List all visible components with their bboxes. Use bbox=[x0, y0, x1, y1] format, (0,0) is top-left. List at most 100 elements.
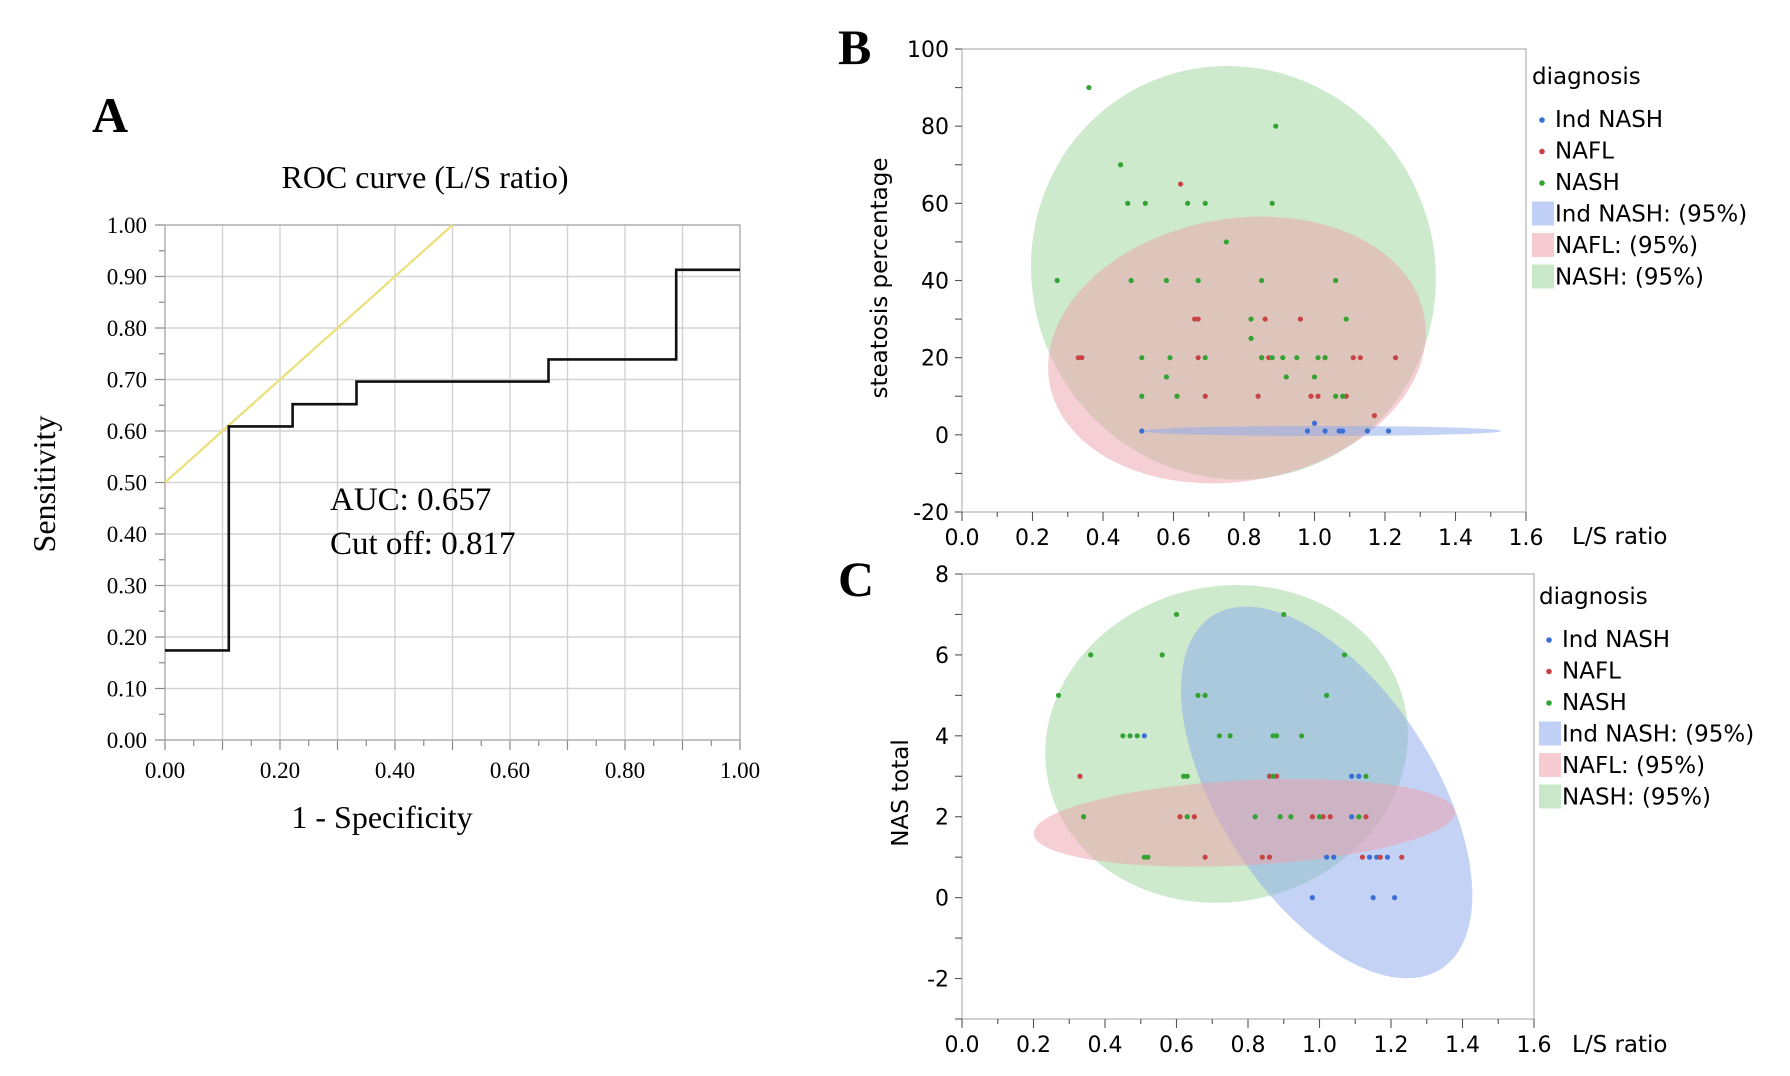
b-point-ind-nash bbox=[1364, 428, 1370, 434]
b-legend-swatch-nash bbox=[1532, 264, 1554, 289]
c-point-nash bbox=[1134, 733, 1140, 739]
panel-b-x-axis-label: L/S ratio bbox=[1572, 524, 1668, 550]
c-y-tick-label: 8 bbox=[935, 563, 949, 588]
b-point-nash bbox=[1248, 316, 1254, 322]
c-point-nafl bbox=[1274, 773, 1280, 779]
panel-c-legend-title: diagnosis bbox=[1539, 584, 1648, 610]
c-point-ind-nash bbox=[1349, 814, 1355, 820]
panel-c-x-tick-labels: 0.0 0.2 0.4 0.6 0.8 1.0 1.2 1.4 1.6 bbox=[945, 1033, 1552, 1058]
c-point-nafl bbox=[1259, 854, 1265, 860]
b-legend-label: Ind NASH: (95%) bbox=[1555, 202, 1747, 228]
panel-b-x-tick-labels: 0.0 0.2 0.4 0.6 0.8 1.0 1.2 1.4 1.6 bbox=[945, 526, 1544, 551]
b-legend-marker-nash bbox=[1539, 180, 1545, 186]
c-point-ind-nash bbox=[1370, 895, 1376, 901]
panel-c-legend: diagnosis Ind NASH NAFL NASH Ind NASH: (95%… bbox=[1539, 584, 1754, 811]
c-point-nafl bbox=[1320, 814, 1326, 820]
c-point-ind-nash bbox=[1309, 895, 1315, 901]
b-point-nash bbox=[1163, 374, 1170, 380]
c-point-nash bbox=[1281, 611, 1287, 618]
b-point-nafl bbox=[1357, 355, 1363, 361]
panel-a-x-axis-label: 1 - Specificity bbox=[291, 799, 472, 835]
c-point-nafl bbox=[1077, 773, 1083, 779]
panel-c-ticks bbox=[955, 573, 1535, 1028]
b-x-tick-label: 1.2 bbox=[1368, 526, 1403, 551]
b-point-ind-nash bbox=[1340, 428, 1346, 434]
c-y-tick-label: -2 bbox=[927, 968, 949, 993]
b-point-nash bbox=[1163, 277, 1170, 284]
b-legend-label: Ind NASH bbox=[1555, 107, 1663, 133]
b-point-nafl bbox=[1255, 393, 1261, 399]
b-x-tick-label: 0.2 bbox=[1015, 526, 1050, 551]
b-point-nash bbox=[1248, 335, 1254, 341]
c-point-nash bbox=[1088, 652, 1094, 658]
c-legend-swatch-nash bbox=[1539, 784, 1561, 809]
panel-a-y-axis-label: Sensitivity bbox=[26, 416, 62, 553]
b-point-nash bbox=[1315, 355, 1321, 361]
b-legend-label: NASH: (95%) bbox=[1555, 265, 1704, 291]
b-point-nash bbox=[1139, 393, 1145, 399]
c-point-nafl bbox=[1327, 814, 1333, 820]
b-x-tick-label: 1.4 bbox=[1438, 526, 1473, 551]
c-point-nafl bbox=[1359, 854, 1365, 860]
c-point-ind-nash bbox=[1366, 854, 1373, 860]
b-point-nash bbox=[1280, 355, 1286, 361]
c-x-tick-label: 1.4 bbox=[1445, 1033, 1480, 1058]
b-point-nash bbox=[1139, 355, 1145, 361]
c-x-tick-label: 0.6 bbox=[1159, 1033, 1194, 1058]
panel-c-y-axis-label: NAS total bbox=[888, 739, 914, 846]
b-x-tick-label: 1.6 bbox=[1509, 526, 1544, 551]
panel-a-y-tick-label: 0.20 bbox=[107, 625, 147, 650]
panel-a-y-tick-label: 0.30 bbox=[107, 574, 147, 599]
c-point-ind-nash bbox=[1356, 773, 1362, 779]
c-point-ind-nash bbox=[1331, 854, 1337, 860]
c-point-nafl bbox=[1363, 814, 1369, 820]
c-point-nash bbox=[1270, 733, 1276, 739]
c-point-nash bbox=[1227, 733, 1233, 739]
panel-c-y-tick-labels: -2 0 2 4 6 8 bbox=[927, 563, 949, 993]
c-legend-label: NASH: (95%) bbox=[1562, 785, 1711, 811]
auc-annotation: AUC: 0.657 bbox=[330, 482, 491, 518]
panel-a-ticks bbox=[155, 224, 741, 750]
c-y-tick-label: 4 bbox=[935, 725, 949, 750]
c-point-nash bbox=[1316, 814, 1323, 820]
c-point-nafl bbox=[1309, 814, 1315, 820]
panel-c-x-axis-label: L/S ratio bbox=[1572, 1032, 1668, 1058]
b-point-nash bbox=[1174, 393, 1180, 399]
c-x-tick-label: 0.8 bbox=[1231, 1033, 1266, 1058]
c-point-ind-nash bbox=[1349, 773, 1355, 779]
panel-c: C 0.0 0.2 0.4 0.6 0.8 1.0 1.2 1.4 1.6 -2 0 2 4 6 8 L/… bbox=[838, 551, 1754, 1058]
c-point-nash bbox=[1341, 652, 1348, 658]
panel-a-y-tick-label: 0.60 bbox=[107, 419, 147, 444]
panel-a-y-tick-label: 0.80 bbox=[107, 316, 147, 341]
b-point-nafl bbox=[1371, 412, 1378, 419]
c-point-ind-nash bbox=[1374, 854, 1380, 860]
panel-b-legend-title: diagnosis bbox=[1532, 64, 1641, 90]
panel-c-points bbox=[1055, 611, 1405, 901]
b-point-nash bbox=[1185, 200, 1191, 206]
b-point-ind-nash bbox=[1139, 428, 1145, 434]
b-point-nash bbox=[1202, 355, 1208, 361]
panel-b-letter: B bbox=[838, 19, 871, 75]
b-point-nash bbox=[1333, 277, 1339, 284]
b-point-nash bbox=[1086, 84, 1092, 91]
c-point-nafl bbox=[1399, 854, 1405, 860]
c-point-nash bbox=[1270, 773, 1276, 779]
c-legend-marker-ind-nash bbox=[1546, 637, 1552, 643]
panel-b-y-tick-labels: -20 0 20 40 60 80 100 bbox=[907, 38, 949, 526]
b-ellipse-nafl bbox=[1048, 216, 1426, 484]
c-x-tick-label: 1.6 bbox=[1517, 1033, 1552, 1058]
c-point-nash bbox=[1363, 773, 1369, 779]
b-x-tick-label: 1.0 bbox=[1297, 526, 1332, 551]
cutoff-annotation: Cut off: 0.817 bbox=[330, 526, 515, 562]
b-ellipse-ind-nash bbox=[1141, 425, 1502, 436]
c-point-nash bbox=[1299, 733, 1305, 739]
c-legend-marker-nash bbox=[1546, 700, 1552, 706]
b-point-nafl bbox=[1392, 355, 1399, 361]
c-point-nafl bbox=[1266, 773, 1273, 779]
b-point-nash bbox=[1128, 277, 1134, 284]
b-x-tick-label: 0.6 bbox=[1156, 526, 1191, 551]
b-legend-marker-ind-nash bbox=[1539, 117, 1545, 123]
c-point-nash bbox=[1159, 652, 1165, 658]
b-y-tick-label: 20 bbox=[921, 347, 949, 372]
b-point-nash bbox=[1343, 316, 1349, 322]
